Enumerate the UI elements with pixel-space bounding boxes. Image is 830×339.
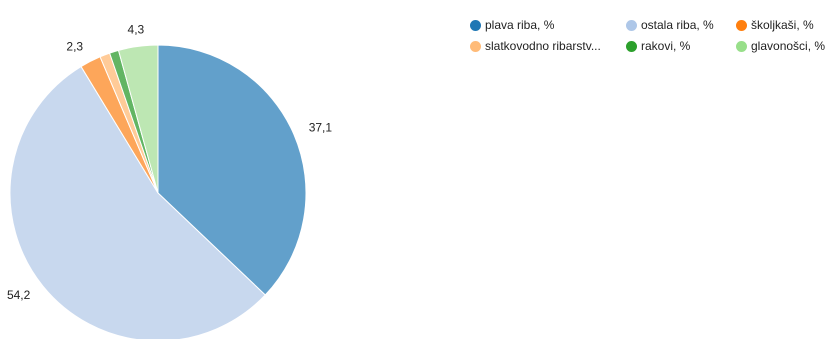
legend-label: školjkaši, % (751, 18, 814, 32)
data-label-0: 37,1 (309, 120, 333, 134)
legend-label: glavonošci, % (751, 39, 826, 53)
legend-label: rakovi, % (641, 39, 691, 53)
legend-item-5[interactable]: glavonošci, % (736, 39, 830, 53)
legend-label: plava riba, % (485, 18, 555, 32)
legend: plava riba, % ostala riba, % školjkaši, % s… (470, 18, 830, 53)
legend-label: ostala riba, % (641, 18, 714, 32)
pie-chart: 37,1 54,2 2,3 4,3 (7, 23, 333, 339)
data-label-1: 54,2 (7, 288, 31, 302)
pie-slice-0[interactable] (157, 44, 307, 296)
data-label-2: 2,3 (66, 39, 83, 53)
legend-item-3[interactable]: slatkovodno ribarstv... (470, 39, 626, 53)
legend-swatch-icon (736, 40, 747, 52)
legend-item-4[interactable]: rakovi, % (626, 39, 736, 53)
pie-svg: 37,1 54,2 2,3 4,3 (7, 23, 333, 339)
pie-slice-5[interactable] (117, 44, 159, 194)
legend-label: slatkovodno ribarstv... (485, 39, 601, 53)
legend-swatch-icon (470, 19, 481, 31)
legend-swatch-icon (626, 19, 637, 31)
legend-swatch-icon (470, 40, 481, 52)
legend-swatch-icon (736, 19, 747, 31)
legend-swatch-icon (626, 40, 637, 52)
legend-item-1[interactable]: ostala riba, % (626, 18, 736, 32)
legend-item-0[interactable]: plava riba, % (470, 18, 626, 32)
data-label-5: 4,3 (128, 23, 145, 37)
legend-item-2[interactable]: školjkaši, % (736, 18, 830, 32)
pie-slice-1[interactable] (9, 65, 266, 339)
